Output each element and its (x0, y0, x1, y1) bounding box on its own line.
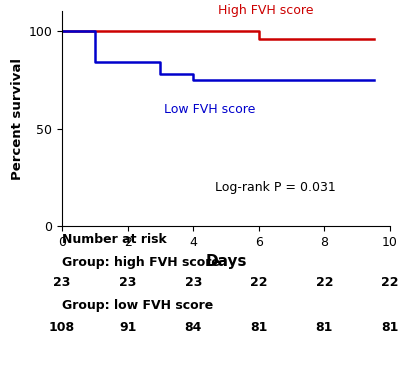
Y-axis label: Percent survival: Percent survival (11, 58, 24, 180)
Text: 22: 22 (381, 276, 399, 289)
Text: 22: 22 (250, 276, 268, 289)
Text: 23: 23 (184, 276, 202, 289)
Text: 108: 108 (49, 322, 75, 334)
Text: 91: 91 (119, 322, 136, 334)
Text: Group: high FVH score: Group: high FVH score (62, 256, 220, 268)
Text: 81: 81 (250, 322, 268, 334)
Text: 22: 22 (316, 276, 333, 289)
Text: 23: 23 (119, 276, 136, 289)
Text: 81: 81 (381, 322, 399, 334)
Text: Number at risk: Number at risk (62, 233, 167, 246)
X-axis label: Days: Days (205, 254, 247, 270)
Text: Group: low FVH score: Group: low FVH score (62, 299, 213, 312)
Text: 84: 84 (184, 322, 202, 334)
Text: 23: 23 (53, 276, 71, 289)
Text: 81: 81 (316, 322, 333, 334)
Text: Log-rank P = 0.031: Log-rank P = 0.031 (215, 181, 336, 194)
Text: High FVH score: High FVH score (218, 4, 313, 17)
Text: Low FVH score: Low FVH score (164, 103, 255, 116)
